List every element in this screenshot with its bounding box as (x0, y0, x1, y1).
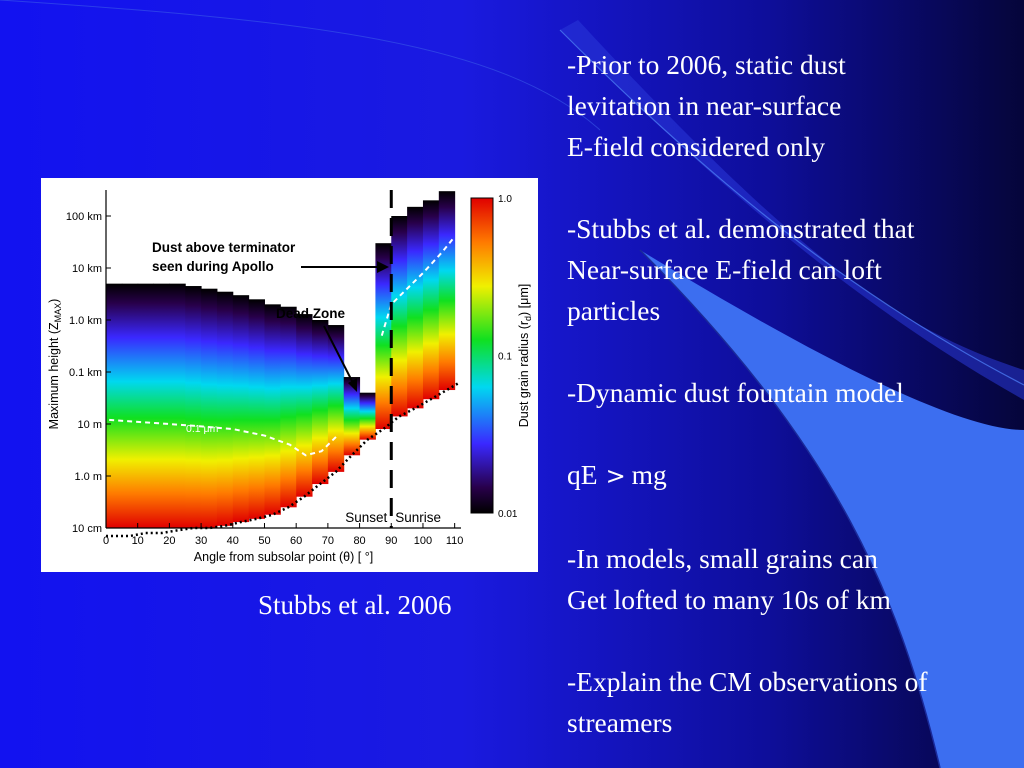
y-tick-label: 10 cm (72, 523, 102, 535)
x-tick-label: 100 (414, 535, 432, 547)
x-axis-label: Angle from subsolar point (θ) [ °] (194, 550, 373, 564)
sunset-label: Sunset (345, 510, 387, 525)
bullet-line: -Stubbs et al. demonstrated that (567, 213, 915, 244)
bullet-line: -Prior to 2006, static dust (567, 49, 846, 80)
heatmap-column (153, 283, 170, 528)
y-tick-label: 100 km (66, 211, 102, 223)
heatmap-column (343, 377, 361, 456)
colorbar-tick-label: 0.1 (498, 352, 512, 363)
heatmap-column (375, 243, 392, 430)
y-tick-label: 0.1 km (69, 367, 102, 379)
x-tick-label: 80 (353, 535, 365, 547)
greater-than-symbol: > (605, 462, 626, 490)
x-tick-label: 50 (258, 535, 270, 547)
bullet-line: Get lofted to many 10s of km (567, 584, 891, 615)
annotation-arrow (323, 325, 354, 384)
arrowhead-icon (348, 378, 357, 392)
heatmap-column (438, 191, 456, 391)
heatmap-column (407, 206, 424, 409)
equation: qE > mg (567, 454, 1022, 497)
annotation-terminator: seen during Apollo (152, 259, 274, 274)
heatmap-column (327, 325, 345, 472)
x-tick-label: 0 (103, 535, 109, 547)
colorbar-label: Dust grain radius (rd) [μm] (517, 284, 533, 428)
y-tick-label: 1.0 km (69, 315, 102, 327)
contour-label: 0.1 μm (186, 423, 219, 435)
y-axis-label: Maximum height (ZMAX) (47, 299, 63, 430)
bullet-line: Near-surface E-field can loft (567, 254, 882, 285)
dust-height-chart: 0 10 20 30 40 50 60 70 80 90 100 110 10 cm 1.0 m 10 m 0… (41, 178, 538, 572)
x-tick-label: 60 (290, 535, 302, 547)
heatmap-column (422, 200, 440, 400)
heatmap-column (232, 295, 250, 523)
heatmap-column (216, 291, 234, 526)
heatmap-column (121, 283, 139, 528)
colorbar (470, 197, 494, 514)
bullet-line: levitation in near-surface (567, 90, 842, 121)
heatmap-column (106, 283, 123, 528)
equation-left: qE (567, 459, 598, 490)
bullet-line: particles (567, 295, 661, 326)
y-tick-label: 10 m (78, 419, 102, 431)
heatmap-column (391, 216, 408, 417)
y-tick-label: 1.0 m (74, 471, 102, 483)
x-tick-label: 20 (163, 535, 175, 547)
x-tick-label: 110 (446, 535, 464, 547)
x-tick-label: 10 (132, 535, 144, 547)
heatmap-column (248, 299, 265, 519)
colorbar-tick-label: 0.01 (498, 509, 518, 520)
heatmap-column (312, 320, 329, 485)
equation-right: mg (631, 459, 667, 490)
sunrise-label: Sunrise (395, 510, 441, 525)
bullet-line: -In models, small grains can (567, 543, 878, 574)
x-tick-label: 70 (322, 535, 334, 547)
heatmap-column (137, 283, 155, 528)
heatmap-column (264, 304, 281, 515)
annotation-dead-zone: Dead Zone (276, 306, 346, 321)
bullet-line: -Explain the CM observations of (567, 666, 928, 697)
heatmap-column (201, 288, 218, 528)
heatmap-column (280, 306, 297, 508)
heatmap-column (296, 314, 313, 497)
annotation-terminator: Dust above terminator (152, 240, 296, 255)
heatmap-column (169, 283, 186, 528)
x-tick-label: 90 (385, 535, 397, 547)
contour-line (380, 236, 456, 336)
contour-line (109, 418, 339, 457)
bullet-line: streamers (567, 707, 673, 738)
x-tick-label: 30 (195, 535, 207, 547)
arrowhead-icon (377, 261, 389, 273)
bullet-line: -Dynamic dust fountain model (567, 377, 904, 408)
colorbar-tick-label: 1.0 (498, 194, 512, 205)
figure-caption: Stubbs et al. 2006 (258, 590, 452, 620)
x-tick-label: 40 (227, 535, 239, 547)
heatmap-column (359, 392, 376, 440)
bullet-line: E-field considered only (567, 131, 826, 162)
y-tick-label: 10 km (72, 263, 102, 275)
heatmap-column (185, 286, 202, 528)
bullet-list: -Prior to 2006, static dust levitation i… (567, 44, 1022, 743)
